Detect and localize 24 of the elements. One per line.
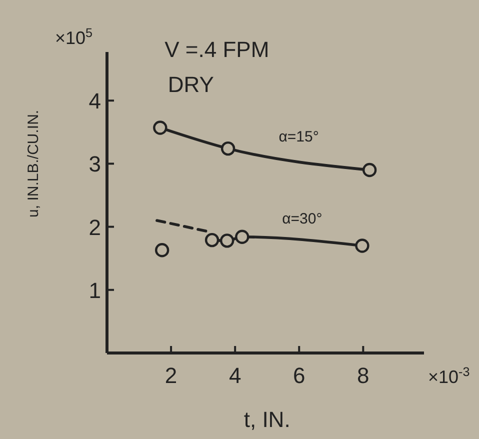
series-label: α=15° — [278, 128, 319, 146]
point — [154, 243, 170, 258]
point — [220, 141, 236, 156]
text: ×10$^{-3}$ — [428, 365, 470, 387]
y-tick-label: 3 — [88, 152, 101, 177]
chart-title: V =.4 FPM — [164, 37, 270, 62]
x-axis-title: t, IN. — [244, 407, 290, 432]
point — [204, 232, 220, 248]
point — [235, 230, 250, 244]
y-axis-title: u, IN.LB./CU.IN. — [25, 110, 42, 218]
y-tick-label: 4 — [88, 88, 101, 114]
text: ×10$^{5}$ — [55, 26, 93, 48]
point — [220, 234, 234, 248]
x-tick-label: 6 — [292, 363, 306, 388]
x-tick-label: 2 — [164, 363, 178, 388]
point — [355, 238, 370, 253]
point — [153, 120, 168, 135]
point — [362, 162, 377, 178]
y-tick-label: 2 — [88, 214, 101, 240]
text: DRY — [168, 72, 214, 97]
x-tick-label: 8 — [357, 363, 370, 388]
x-tick-label: 4 — [228, 363, 242, 388]
y-tick-label: 1 — [88, 278, 101, 303]
series-label: α=30° — [282, 210, 322, 228]
